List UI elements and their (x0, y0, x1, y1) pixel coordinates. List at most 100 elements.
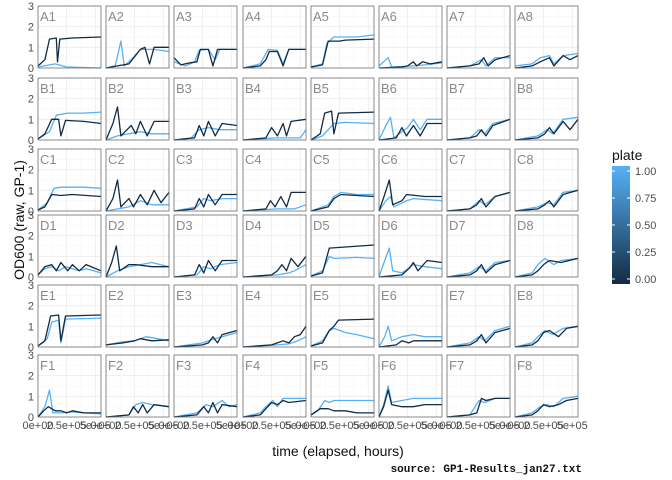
panel-b5: B5 (310, 77, 375, 141)
series-line-plate-0 (378, 340, 442, 348)
panel-d5: D5 (310, 214, 375, 278)
x-axis-title: time (elapsed, hours) (272, 443, 404, 459)
panel-label: D8 (517, 218, 534, 233)
panel-label: B2 (108, 81, 124, 96)
panel-label: E4 (245, 288, 261, 303)
panel-d1: D1 (37, 214, 102, 278)
panel-border (378, 77, 443, 141)
y-tick-label: 1 (28, 321, 34, 333)
series-line-plate-0 (446, 397, 510, 418)
x-tick-label: 5e+05 (285, 420, 316, 432)
panel-label: C7 (449, 152, 466, 167)
panel-e4: E4 (242, 284, 307, 348)
panel-e7: E7 (446, 284, 511, 348)
series-line-plate-0 (242, 48, 306, 69)
series-line-plate-1 (514, 395, 579, 418)
y-tick-label: 0 (28, 135, 34, 147)
panel-a5: A5 (310, 5, 375, 69)
y-tick-label: 2 (28, 94, 34, 106)
series-line-plate-1 (242, 129, 307, 141)
x-tick-label: 2.5e+05 (47, 420, 87, 432)
panel-border (105, 148, 170, 212)
series-line-plate-1 (310, 191, 374, 212)
series-line-plate-0 (310, 318, 375, 347)
panel-label: F6 (381, 358, 396, 373)
panel-border (310, 77, 375, 141)
panel-a6: A6 (378, 5, 443, 69)
panel-label: E7 (449, 288, 465, 303)
panel-e1: E1 (37, 284, 102, 348)
panel-label: B8 (517, 81, 533, 96)
panel-label: D6 (381, 218, 398, 233)
series-line-plate-1 (378, 247, 443, 278)
x-tick-label: 5e+05 (557, 420, 588, 432)
series-line-plate-0 (37, 314, 102, 347)
panel-a1: A1 (37, 5, 102, 69)
panel-c2: C2 (105, 148, 170, 212)
panel-f8: F8 (514, 354, 579, 418)
panel-border (446, 148, 511, 212)
series-line-plate-1 (378, 116, 442, 141)
series-line-plate-0 (37, 193, 102, 211)
panel-c1: C1 (37, 148, 102, 212)
panel-border (514, 214, 579, 278)
series-line-plate-1 (105, 40, 170, 69)
y-tick-label: 0 (28, 272, 34, 284)
panel-border (446, 77, 511, 141)
panel-border (242, 5, 307, 69)
panel-d4: D4 (242, 214, 307, 278)
series-line-plate-1 (446, 259, 511, 278)
series-line-plate-0 (310, 38, 375, 68)
series-line-plate-1 (37, 111, 102, 140)
panel-label: C1 (40, 152, 57, 167)
panel-label: E8 (517, 288, 533, 303)
panel-border (37, 354, 102, 418)
series-line-plate-1 (310, 121, 375, 141)
panel-label: C6 (381, 152, 398, 167)
panel-b7: B7 (446, 77, 511, 141)
series-line-plate-0 (105, 245, 169, 278)
panel-label: E3 (176, 288, 192, 303)
series-line-plate-0 (242, 118, 307, 141)
x-tick-label: 2.5e+05 (388, 420, 428, 432)
series-line-plate-0 (173, 193, 237, 212)
series-line-plate-1 (310, 255, 375, 277)
y-tick-label: 3 (28, 73, 34, 85)
series-line-plate-1 (37, 186, 102, 211)
series-line-plate-0 (310, 244, 375, 277)
series-line-plate-0 (242, 325, 307, 348)
series-line-plate-0 (446, 118, 511, 141)
panel-border (37, 148, 102, 212)
y-tick-label: 2 (28, 22, 34, 34)
legend-label: 0.25 (635, 247, 656, 259)
panel-d6: D6 (378, 214, 443, 278)
series-line-plate-1 (310, 327, 375, 347)
panel-label: A8 (517, 9, 533, 24)
series-line-plate-1 (446, 325, 511, 348)
series-line-plate-0 (514, 118, 579, 141)
panel-label: F5 (313, 358, 328, 373)
panel-d8: D8 (514, 214, 579, 278)
y-tick-label: 3 (28, 144, 34, 156)
series-line-plate-1 (105, 200, 169, 212)
series-line-plate-1 (173, 399, 238, 418)
series-line-plate-1 (514, 116, 579, 141)
x-tick-label: 5e+05 (421, 420, 452, 432)
panel-border (378, 5, 443, 69)
legend-label: 0.50 (635, 220, 656, 232)
panel-border (378, 284, 443, 348)
y-tick-label: 0 (28, 412, 34, 424)
panel-label: C3 (176, 152, 193, 167)
panel-border (310, 354, 375, 418)
panel-label: E5 (313, 288, 329, 303)
panel-border (173, 354, 238, 418)
series-line-plate-0 (378, 259, 443, 278)
series-line-plate-0 (310, 408, 374, 416)
y-tick-label: 1 (28, 251, 34, 263)
panel-border (105, 214, 170, 278)
y-tick-label: 2 (28, 165, 34, 177)
y-tick-label: 1 (28, 391, 34, 403)
series-line-plate-0 (378, 122, 442, 141)
legend-colorbar (612, 166, 630, 284)
panel-c7: C7 (446, 148, 511, 212)
